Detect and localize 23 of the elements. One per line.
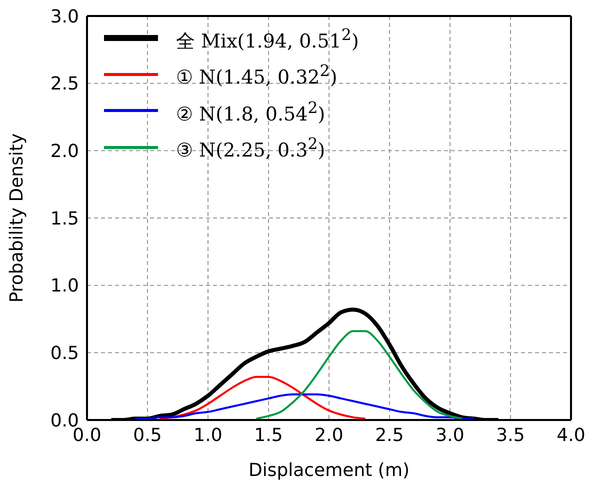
x-tick-label: 1.0 (194, 424, 222, 446)
x-tick-label: 0.5 (133, 424, 162, 446)
line-series (255, 330, 464, 420)
legend-label: ③ N(2.25, 0.3$^{2}$) (176, 132, 326, 164)
legend-label: ① N(1.45, 0.32$^{2}$) (176, 60, 338, 91)
y-tick-label: 1.5 (50, 208, 79, 230)
y-tick-label: 3.0 (50, 6, 79, 28)
x-tick-label: 2.5 (375, 424, 404, 446)
legend-label: 全 Mix(1.94, 0.51$^{2}$) (176, 24, 359, 54)
x-tick-label: 4.0 (556, 424, 586, 446)
y-tick-label: 2.5 (50, 74, 79, 95)
x-tick-label: 2.0 (314, 424, 344, 446)
x-tick-label: 3.0 (436, 424, 464, 446)
y-tick-label: 2.0 (50, 141, 79, 162)
x-axis-title: Displacement (m) (248, 460, 410, 481)
x-tick-label: 3.5 (496, 424, 525, 446)
line-series (158, 376, 366, 420)
y-tick-label: 0.5 (50, 343, 79, 364)
legend-label: ② N(1.8, 0.54$^{2}$) (176, 96, 326, 127)
y-axis-title: Probability Density (6, 133, 28, 303)
line-series (134, 393, 476, 420)
x-tick-label: 1.5 (254, 424, 283, 446)
y-tick-label: 1.0 (50, 276, 79, 297)
